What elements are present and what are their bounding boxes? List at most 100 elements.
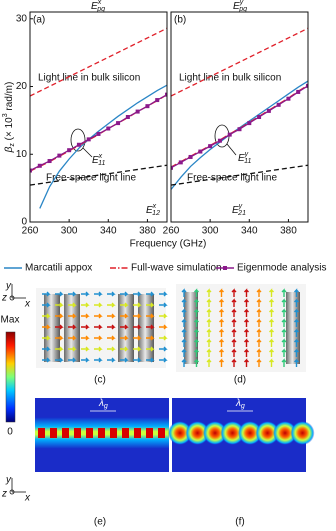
- field-arrow: [294, 308, 299, 317]
- x-tick-label: 380: [280, 226, 297, 237]
- field-arrow: [269, 308, 274, 317]
- field-arrow: [281, 288, 287, 297]
- triad-dot: [9, 295, 15, 301]
- series-line: [171, 27, 308, 97]
- data-point: [76, 142, 81, 147]
- data-point: [155, 98, 160, 103]
- field-arrow: [281, 358, 287, 367]
- field-arrow: [133, 302, 142, 308]
- y-tick-label: 20: [16, 81, 28, 92]
- cylinder: [44, 294, 60, 362]
- field-arrow: [206, 358, 212, 367]
- field-arrow: [281, 348, 287, 357]
- field-arrow: [231, 348, 237, 357]
- field-arrow: [219, 348, 224, 357]
- field-arrow: [133, 291, 142, 297]
- data-point: [125, 115, 130, 119]
- field-arrow: [107, 335, 116, 341]
- field-arrow: [269, 318, 274, 327]
- data-point: [188, 154, 193, 159]
- field-arrow: [181, 288, 187, 297]
- legend-marker: [223, 266, 227, 270]
- legend-label: Full-wave simulation: [131, 263, 222, 274]
- field-arrow: [269, 348, 274, 357]
- annotation-arrow: [82, 147, 93, 158]
- ylabel-end: rad/m): [4, 82, 15, 114]
- field-arrow: [81, 357, 90, 363]
- field-arrow: [181, 308, 187, 317]
- mode-sub: 21: [237, 210, 246, 217]
- field-arrow: [206, 288, 212, 297]
- field-arrow: [42, 302, 51, 308]
- mode-sup: x: [152, 203, 157, 210]
- mode-sub: 12: [152, 210, 160, 217]
- data-point: [257, 115, 262, 119]
- field-arrow: [159, 324, 168, 330]
- field-arrow: [206, 318, 212, 327]
- field-arrow: [231, 298, 237, 307]
- field-arrow: [256, 288, 262, 297]
- field-arrow: [146, 324, 155, 330]
- data-point: [198, 149, 203, 154]
- field-arrow: [159, 302, 168, 308]
- field-arrow: [194, 288, 199, 297]
- field-arrow: [42, 291, 51, 297]
- field-arrow: [94, 335, 103, 341]
- field-arrow: [181, 348, 187, 357]
- cylinder: [138, 294, 154, 362]
- field-arrow: [219, 328, 224, 337]
- field-arrow: [181, 328, 187, 337]
- field-arrow: [107, 346, 116, 352]
- triad-label: y: [5, 475, 12, 486]
- field-arrow: [133, 313, 142, 319]
- field-arrow: [244, 288, 249, 297]
- wavelength-label: λg: [235, 398, 245, 410]
- field-arrow: [55, 346, 64, 352]
- mode-base: E: [238, 153, 245, 164]
- field-arrow: [68, 324, 77, 330]
- chart-title: Ex pq: [91, 0, 105, 13]
- field-arrow: [55, 335, 64, 341]
- field-arrow: [146, 346, 155, 352]
- field-arrow: [107, 357, 116, 363]
- field-hotspot: [168, 421, 192, 445]
- field-arrow: [133, 357, 142, 363]
- data-point: [217, 138, 222, 143]
- data-point: [171, 165, 173, 170]
- field-arrow: [81, 313, 90, 319]
- y-tick-label: 30: [16, 13, 28, 24]
- mode-ellipse: [70, 128, 86, 152]
- data-point: [276, 102, 281, 107]
- field-arrow: [107, 313, 116, 319]
- field-arrow: [81, 302, 90, 308]
- title-base: E: [233, 1, 240, 12]
- annotation-arrow: [226, 143, 237, 156]
- data-point: [165, 92, 167, 97]
- field-arrow: [231, 328, 237, 337]
- field-hotspot: [146, 428, 153, 438]
- field-arrow: [55, 313, 64, 319]
- field-arrow: [68, 346, 77, 352]
- field-arrow: [244, 308, 249, 317]
- plot-frame: [29, 11, 168, 223]
- field-arrow: [55, 302, 64, 308]
- field-arrow: [219, 288, 224, 297]
- field-arrow: [219, 308, 224, 317]
- triad-label: z: [1, 489, 7, 500]
- triad-label: x: [24, 299, 31, 310]
- field-arrow: [81, 346, 90, 352]
- field-arrow: [81, 335, 90, 341]
- data-point: [47, 159, 52, 164]
- panel-label: (c): [94, 375, 106, 386]
- field-arrow: [146, 357, 155, 363]
- mode-base: E: [92, 155, 99, 166]
- field-arrow: [294, 298, 299, 307]
- mode-sub: 11: [244, 158, 251, 165]
- field-hotspot: [238, 421, 262, 445]
- ylabel-rest: (× 10: [4, 117, 15, 143]
- field-arrow: [107, 324, 116, 330]
- field-arrow: [269, 328, 274, 337]
- data-point: [286, 96, 291, 101]
- annotation: Light line in bulk silicon: [38, 73, 140, 84]
